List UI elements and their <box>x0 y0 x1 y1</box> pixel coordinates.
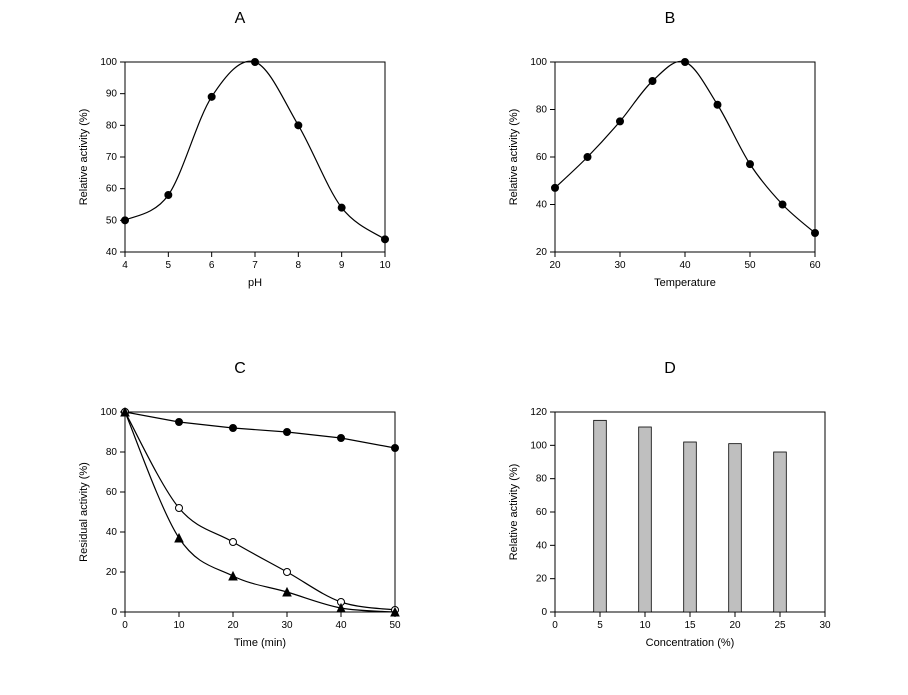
svg-text:20: 20 <box>549 260 561 271</box>
svg-text:60: 60 <box>536 507 548 518</box>
svg-text:100: 100 <box>530 440 547 451</box>
svg-text:80: 80 <box>536 474 548 485</box>
svg-text:40: 40 <box>536 200 548 211</box>
svg-text:25: 25 <box>774 620 786 631</box>
svg-text:30: 30 <box>281 620 293 631</box>
svg-text:7: 7 <box>252 260 258 271</box>
svg-text:5: 5 <box>166 260 172 271</box>
svg-text:8: 8 <box>296 260 302 271</box>
svg-text:40: 40 <box>335 620 347 631</box>
svg-text:9: 9 <box>339 260 345 271</box>
chart-panel-b: B 20 30 40 50 60 20 40 60 80 100 Temperature Relati… <box>500 10 840 292</box>
svg-text:4: 4 <box>122 260 128 271</box>
svg-text:80: 80 <box>536 105 548 116</box>
svg-text:pH: pH <box>248 277 262 289</box>
svg-text:30: 30 <box>819 620 831 631</box>
svg-text:Relative activity (%): Relative activity (%) <box>78 109 90 206</box>
svg-text:20: 20 <box>536 574 548 585</box>
svg-text:50: 50 <box>744 260 756 271</box>
svg-text:6: 6 <box>209 260 215 271</box>
svg-text:60: 60 <box>106 184 118 195</box>
svg-text:20: 20 <box>729 620 741 631</box>
svg-text:100: 100 <box>100 407 117 418</box>
chart-svg-d: 0 5 10 15 20 25 30 0 20 40 60 80 100 120 Concentration… <box>500 382 840 662</box>
chart-svg-a: 4 5 6 7 8 9 10 40 50 60 70 80 90 100 pH Relative activi… <box>70 32 410 292</box>
svg-text:Time (min): Time (min) <box>234 637 286 649</box>
svg-text:40: 40 <box>536 540 548 551</box>
svg-text:5: 5 <box>597 620 603 631</box>
panel-title-b: B <box>500 10 840 28</box>
svg-text:90: 90 <box>106 89 118 100</box>
svg-text:15: 15 <box>684 620 696 631</box>
chart-svg-c: 0 10 20 30 40 50 0 20 40 60 80 100 Time (min) Residua… <box>70 382 410 662</box>
svg-text:100: 100 <box>530 57 547 68</box>
svg-text:Relative activity (%): Relative activity (%) <box>508 109 520 206</box>
svg-text:80: 80 <box>106 120 118 131</box>
svg-text:60: 60 <box>809 260 821 271</box>
panel-title-c: C <box>70 360 410 378</box>
svg-text:0: 0 <box>541 607 547 618</box>
svg-text:0: 0 <box>111 607 117 618</box>
svg-text:60: 60 <box>536 152 548 163</box>
panel-title-d: D <box>500 360 840 378</box>
panel-title-a: A <box>70 10 410 28</box>
svg-text:10: 10 <box>173 620 185 631</box>
svg-text:70: 70 <box>106 152 118 163</box>
svg-text:Relative activity (%): Relative activity (%) <box>508 464 520 561</box>
chart-svg-b: 20 30 40 50 60 20 40 60 80 100 Temperature Relative… <box>500 32 840 292</box>
svg-text:40: 40 <box>679 260 691 271</box>
svg-text:100: 100 <box>100 57 117 68</box>
chart-panel-c: C 0 10 20 30 40 50 0 20 40 60 80 100 Time (min) Resid… <box>70 360 410 662</box>
svg-text:60: 60 <box>106 487 118 498</box>
chart-panel-d: D 0 5 10 15 20 25 30 0 20 40 60 80 100 120 Concentrati… <box>500 360 840 662</box>
svg-text:Concentration (%): Concentration (%) <box>646 637 735 649</box>
svg-text:40: 40 <box>106 247 118 258</box>
svg-text:20: 20 <box>227 620 239 631</box>
svg-text:Residual activity (%): Residual activity (%) <box>78 462 90 562</box>
svg-text:20: 20 <box>536 247 548 258</box>
svg-text:10: 10 <box>639 620 651 631</box>
svg-text:20: 20 <box>106 567 118 578</box>
svg-text:30: 30 <box>614 260 626 271</box>
svg-text:50: 50 <box>106 215 118 226</box>
svg-text:0: 0 <box>552 620 558 631</box>
svg-text:10: 10 <box>379 260 391 271</box>
svg-text:40: 40 <box>106 527 118 538</box>
svg-text:0: 0 <box>122 620 128 631</box>
svg-text:120: 120 <box>530 407 547 418</box>
svg-text:50: 50 <box>389 620 401 631</box>
svg-text:Temperature: Temperature <box>654 277 716 289</box>
chart-panel-a: A 4 5 6 7 8 9 10 40 50 60 70 80 90 100 pH Relative acti… <box>70 10 410 292</box>
svg-text:80: 80 <box>106 447 118 458</box>
